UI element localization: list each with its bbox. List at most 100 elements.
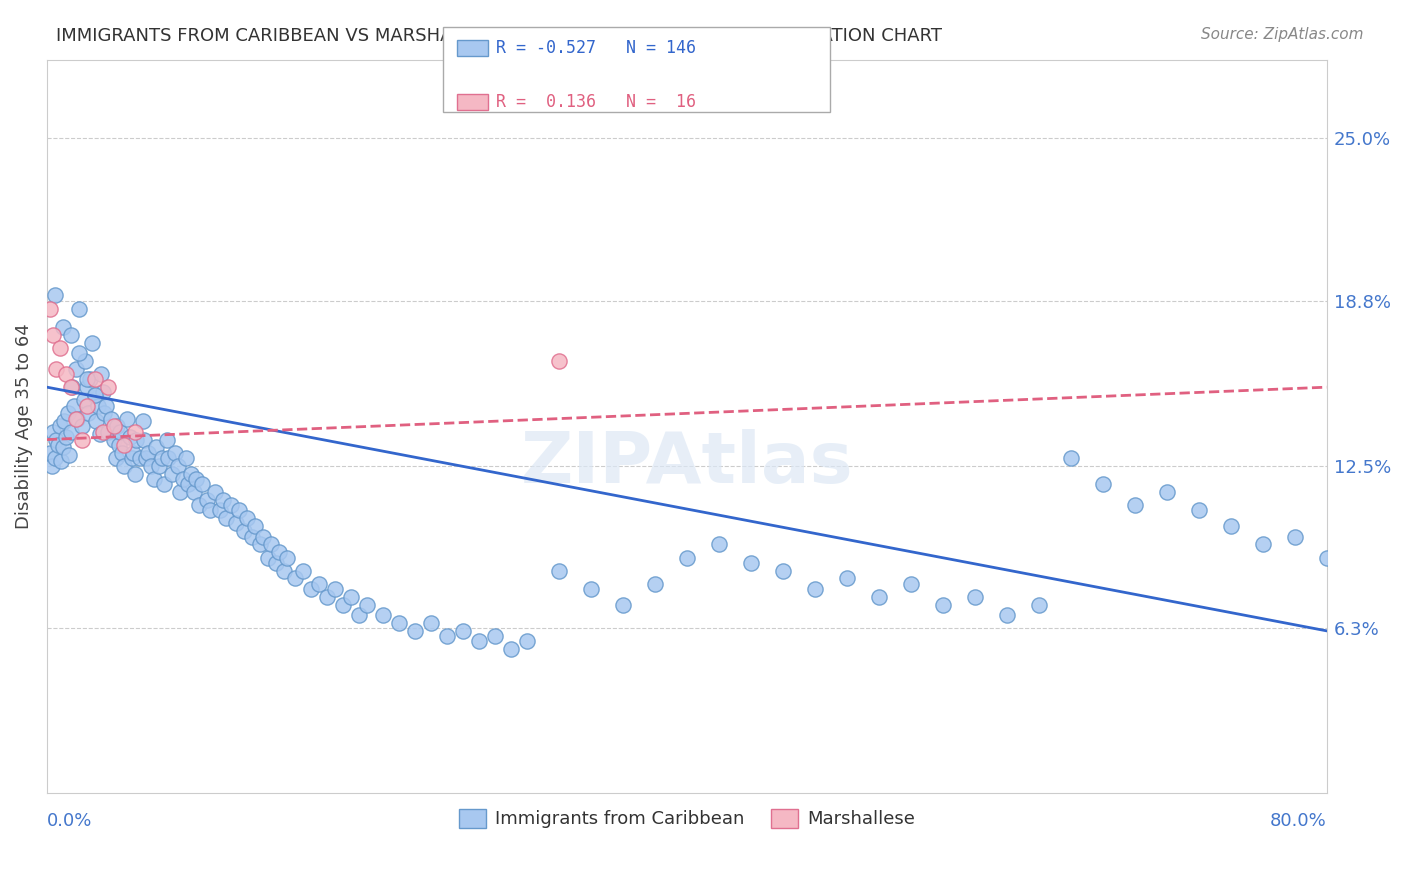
- Immigrants from Caribbean: [228, 503, 250, 517]
- Marshallese: [70, 433, 93, 447]
- Immigrants from Caribbean: [148, 458, 170, 473]
- Immigrants from Caribbean: [347, 608, 370, 623]
- Immigrants from Caribbean: [167, 458, 190, 473]
- Immigrants from Caribbean: [579, 582, 602, 596]
- Immigrants from Caribbean: [260, 537, 283, 551]
- Immigrants from Caribbean: [172, 472, 194, 486]
- Immigrants from Caribbean: [932, 598, 955, 612]
- Marshallese: [48, 341, 70, 355]
- Immigrants from Caribbean: [132, 414, 155, 428]
- Immigrants from Caribbean: [225, 516, 247, 531]
- Immigrants from Caribbean: [70, 419, 93, 434]
- Immigrants from Caribbean: [195, 492, 218, 507]
- Immigrants from Caribbean: [236, 511, 259, 525]
- Immigrants from Caribbean: [1219, 519, 1241, 533]
- Immigrants from Caribbean: [332, 598, 354, 612]
- Immigrants from Caribbean: [58, 448, 80, 462]
- Immigrants from Caribbean: [108, 438, 131, 452]
- Immigrants from Caribbean: [105, 419, 128, 434]
- Immigrants from Caribbean: [48, 419, 70, 434]
- Immigrants from Caribbean: [1091, 477, 1114, 491]
- Text: R =  0.136   N =  16: R = 0.136 N = 16: [496, 93, 696, 111]
- Immigrants from Caribbean: [707, 537, 730, 551]
- Immigrants from Caribbean: [100, 411, 122, 425]
- Immigrants from Caribbean: [484, 629, 506, 643]
- Marshallese: [547, 354, 569, 368]
- Text: IMMIGRANTS FROM CARIBBEAN VS MARSHALLESE DISABILITY AGE 35 TO 64 CORRELATION CHA: IMMIGRANTS FROM CARIBBEAN VS MARSHALLESE…: [56, 27, 942, 45]
- Immigrants from Caribbean: [1316, 550, 1339, 565]
- Immigrants from Caribbean: [240, 529, 263, 543]
- Marshallese: [55, 367, 77, 381]
- Immigrants from Caribbean: [44, 450, 66, 465]
- Text: 0.0%: 0.0%: [46, 812, 93, 830]
- Marshallese: [83, 372, 105, 386]
- Immigrants from Caribbean: [995, 608, 1018, 623]
- Immigrants from Caribbean: [135, 450, 157, 465]
- Immigrants from Caribbean: [156, 433, 179, 447]
- Immigrants from Caribbean: [73, 393, 96, 408]
- Marshallese: [103, 419, 125, 434]
- Immigrants from Caribbean: [56, 406, 79, 420]
- Immigrants from Caribbean: [183, 485, 205, 500]
- Immigrants from Caribbean: [1028, 598, 1050, 612]
- Y-axis label: Disability Age 35 to 64: Disability Age 35 to 64: [15, 324, 32, 529]
- Immigrants from Caribbean: [436, 629, 458, 643]
- Immigrants from Caribbean: [75, 354, 97, 368]
- Marshallese: [76, 399, 98, 413]
- Immigrants from Caribbean: [198, 503, 221, 517]
- Immigrants from Caribbean: [86, 414, 108, 428]
- Marshallese: [112, 438, 135, 452]
- Immigrants from Caribbean: [59, 425, 82, 439]
- Immigrants from Caribbean: [176, 477, 198, 491]
- Immigrants from Caribbean: [52, 319, 75, 334]
- Immigrants from Caribbean: [835, 572, 858, 586]
- Immigrants from Caribbean: [87, 399, 110, 413]
- Marshallese: [65, 411, 87, 425]
- Immigrants from Caribbean: [612, 598, 634, 612]
- Immigrants from Caribbean: [51, 453, 73, 467]
- Immigrants from Caribbean: [174, 450, 197, 465]
- Immigrants from Caribbean: [276, 550, 298, 565]
- Immigrants from Caribbean: [41, 458, 63, 473]
- Immigrants from Caribbean: [804, 582, 827, 596]
- Immigrants from Caribbean: [284, 572, 307, 586]
- Immigrants from Caribbean: [1123, 498, 1146, 512]
- Immigrants from Caribbean: [55, 430, 77, 444]
- Immigrants from Caribbean: [163, 445, 186, 459]
- Immigrants from Caribbean: [340, 590, 363, 604]
- Immigrants from Caribbean: [215, 511, 238, 525]
- Immigrants from Caribbean: [252, 529, 274, 543]
- Immigrants from Caribbean: [644, 576, 666, 591]
- Immigrants from Caribbean: [963, 590, 986, 604]
- Immigrants from Caribbean: [110, 425, 132, 439]
- Immigrants from Caribbean: [323, 582, 346, 596]
- Immigrants from Caribbean: [243, 519, 266, 533]
- Immigrants from Caribbean: [79, 372, 101, 386]
- Immigrants from Caribbean: [900, 576, 922, 591]
- Immigrants from Caribbean: [121, 450, 143, 465]
- Immigrants from Caribbean: [46, 438, 69, 452]
- Text: ZIPAtlas: ZIPAtlas: [520, 429, 853, 498]
- Immigrants from Caribbean: [308, 576, 330, 591]
- Immigrants from Caribbean: [62, 380, 84, 394]
- Immigrants from Caribbean: [291, 564, 314, 578]
- Immigrants from Caribbean: [1188, 503, 1211, 517]
- Immigrants from Caribbean: [499, 642, 522, 657]
- Immigrants from Caribbean: [44, 288, 66, 302]
- Immigrants from Caribbean: [212, 492, 235, 507]
- Immigrants from Caribbean: [128, 450, 150, 465]
- Immigrants from Caribbean: [83, 388, 105, 402]
- Immigrants from Caribbean: [315, 590, 337, 604]
- Immigrants from Caribbean: [139, 458, 162, 473]
- Immigrants from Caribbean: [772, 564, 794, 578]
- Immigrants from Caribbean: [232, 524, 254, 539]
- Immigrants from Caribbean: [356, 598, 378, 612]
- Immigrants from Caribbean: [868, 590, 890, 604]
- Immigrants from Caribbean: [134, 433, 156, 447]
- Immigrants from Caribbean: [150, 450, 173, 465]
- Marshallese: [42, 327, 65, 342]
- Immigrants from Caribbean: [1251, 537, 1274, 551]
- Immigrants from Caribbean: [42, 425, 65, 439]
- Immigrants from Caribbean: [184, 472, 207, 486]
- Marshallese: [39, 301, 62, 316]
